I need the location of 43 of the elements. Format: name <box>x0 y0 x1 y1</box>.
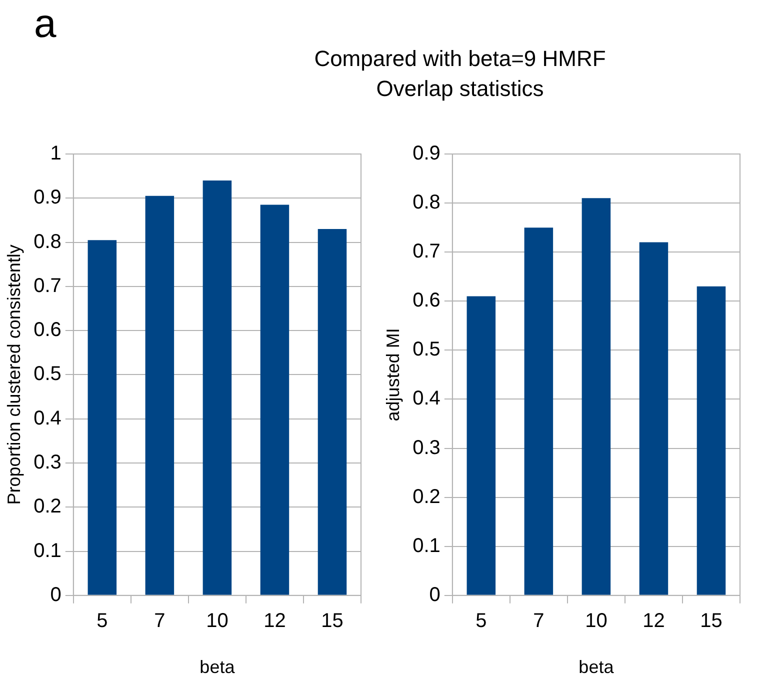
y-tick-label: 0.3 <box>34 451 62 474</box>
y-tick-label: 0.9 <box>34 186 62 209</box>
chart-title: Compared with beta=9 HMRF <box>313 45 607 73</box>
chart-subtitle: Overlap statistics <box>375 75 545 103</box>
x-tick-label: 7 <box>154 610 166 632</box>
text: a <box>34 2 56 47</box>
y-tick-label: 0.1 <box>412 534 440 557</box>
y-tick-label: 0.5 <box>412 338 440 361</box>
y-tick-label: 0.4 <box>412 388 440 410</box>
y-tick-label: 1 <box>50 142 62 165</box>
x-tick-label: 10 <box>585 610 608 632</box>
y-axis-title: Proportion clustered consistently <box>4 244 24 505</box>
y-tick-label: 0.4 <box>34 407 62 430</box>
x-tick-label: 12 <box>264 610 286 632</box>
y-tick-label: 0.2 <box>34 496 62 518</box>
y-tick-label: 0.6 <box>34 319 62 342</box>
bar <box>696 286 726 595</box>
bar <box>582 198 611 595</box>
x-tick-label: 5 <box>476 610 487 632</box>
x-tick-label: 15 <box>700 610 722 632</box>
y-tick-label: 0.2 <box>412 486 440 508</box>
y-tick-label: 0 <box>50 584 62 606</box>
x-tick-label: 12 <box>642 610 665 632</box>
bar <box>466 296 496 595</box>
y-tick-label: 0.6 <box>412 290 440 312</box>
y-tick-label: 0.8 <box>412 192 440 214</box>
y-tick-label: 0 <box>429 584 440 606</box>
y-tick-label: 0.1 <box>34 540 62 562</box>
x-tick-label: 7 <box>533 610 544 632</box>
bar <box>524 228 554 595</box>
x-tick-label: 10 <box>206 610 228 632</box>
y-tick-label: 0.3 <box>412 436 440 459</box>
x-axis-title: beta <box>200 657 236 678</box>
y-tick-label: 0.7 <box>412 240 440 263</box>
y-tick-label: 0.8 <box>34 230 62 253</box>
y-tick-label: 0.5 <box>34 363 62 386</box>
y-axis-title: adjusted MI <box>382 328 403 422</box>
x-tick-label: 5 <box>96 610 108 632</box>
y-tick-label: 0.7 <box>34 274 62 297</box>
y-tick-label: 0.9 <box>412 142 440 165</box>
bar <box>639 242 668 595</box>
x-axis-title: beta <box>578 657 615 678</box>
x-tick-label: 15 <box>321 610 344 632</box>
